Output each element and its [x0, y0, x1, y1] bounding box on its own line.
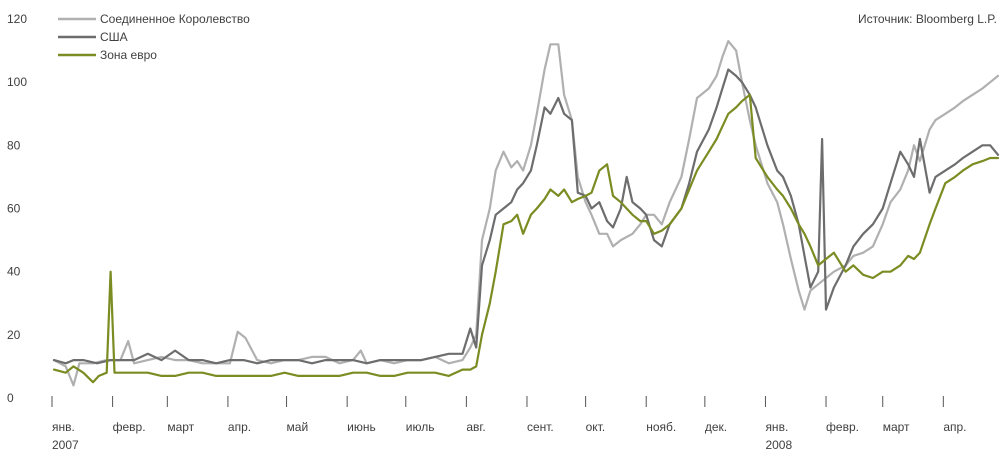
- x-tick-year-label: 2008: [765, 438, 792, 452]
- legend-label: Соединенное Королевство: [100, 12, 250, 26]
- x-tick-label: авг.: [466, 420, 485, 434]
- x-tick-label: май: [287, 420, 309, 434]
- y-tick-label: 0: [7, 391, 14, 405]
- x-tick-label: окт.: [586, 420, 606, 434]
- x-tick-label: март: [883, 420, 910, 434]
- x-tick-label: июнь: [347, 420, 376, 434]
- x-tick-label: февр.: [826, 420, 859, 434]
- x-tick-label: февр.: [113, 420, 146, 434]
- series-line-0: [52, 40, 1000, 387]
- y-tick-label: 100: [7, 75, 27, 89]
- series-lines: [52, 40, 1000, 387]
- x-tick-label: апр.: [228, 420, 251, 434]
- y-tick-label: 120: [7, 12, 27, 26]
- legend: Соединенное Королевство США Зона евро: [58, 12, 250, 62]
- source-label: Источник: Bloomberg L.P.: [858, 12, 997, 26]
- y-tick-label: 20: [7, 328, 21, 342]
- y-tick-label: 80: [7, 138, 21, 152]
- legend-label: Зона евро: [100, 48, 157, 62]
- x-axis: янв. 2007 февр. март апр. май июнь июль авг. сент…: [51, 396, 967, 452]
- x-tick-year-label: 2007: [52, 438, 79, 452]
- legend-label: США: [100, 30, 128, 44]
- x-tick-label: апр.: [943, 420, 966, 434]
- x-tick-label: янв.: [765, 420, 788, 434]
- x-tick-label: сент.: [527, 420, 554, 434]
- y-tick-label: 60: [7, 202, 21, 216]
- y-axis: 0 20 40 60 80 100 120: [7, 12, 27, 405]
- x-tick-label: июль: [406, 420, 435, 434]
- series-line-1: [52, 68, 1000, 365]
- x-tick-label: дек.: [705, 420, 727, 434]
- series-line-2: [52, 93, 1000, 384]
- y-tick-label: 40: [7, 265, 21, 279]
- x-tick-label: март: [167, 420, 194, 434]
- x-tick-label: нояб.: [646, 420, 676, 434]
- x-tick-label: янв.: [52, 420, 75, 434]
